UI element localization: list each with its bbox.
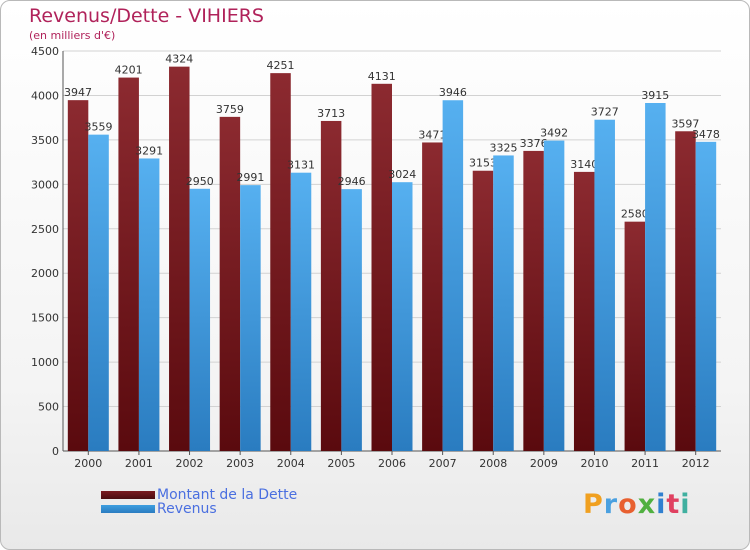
dette-bar	[573, 171, 595, 451]
revenus-bar	[543, 140, 565, 451]
dette-bar	[67, 100, 89, 452]
revenus-bar	[645, 103, 666, 451]
dette-bar	[371, 83, 392, 452]
dette-value-label: 3471	[418, 128, 446, 141]
legend-label-dette: Montant de la Dette	[157, 487, 298, 503]
dette-value-label: 3947	[64, 86, 92, 99]
revenus-value-label: 2991	[236, 171, 264, 184]
y-tick-label: 1000	[31, 356, 59, 369]
x-tick-label: 2001	[125, 457, 153, 470]
x-tick-label: 2011	[631, 457, 659, 470]
y-tick-label: 2000	[31, 267, 59, 280]
revenus-value-label: 2946	[338, 175, 366, 188]
chart-subtitle: (en milliers d'€)	[29, 29, 116, 42]
revenus-bar	[138, 158, 160, 451]
revenus-value-label: 3727	[591, 106, 619, 119]
revenus-value-label: 3946	[439, 86, 467, 99]
y-tick-label: 3500	[31, 134, 59, 147]
y-tick-label: 3000	[31, 178, 59, 191]
dette-value-label: 3140	[570, 158, 598, 171]
y-tick-label: 0	[52, 445, 59, 458]
dette-value-label: 4324	[165, 53, 193, 66]
revenus-value-label: 3024	[388, 168, 416, 181]
revenus-value-label: 3915	[641, 89, 669, 102]
y-tick-label: 4000	[31, 89, 59, 102]
revenus-bar	[594, 119, 615, 451]
y-tick-label: 2500	[31, 223, 59, 236]
revenus-value-label: 3478	[692, 128, 720, 141]
dette-value-label: 3759	[216, 103, 244, 116]
proxiti-logo: Proxiti	[583, 489, 691, 520]
dette-bar	[169, 66, 190, 452]
x-tick-label: 2003	[226, 457, 254, 470]
legend-label-revenus: Revenus	[157, 501, 217, 517]
dette-value-label: 4131	[368, 70, 396, 83]
revenus-bar	[493, 155, 514, 451]
x-tick-label: 2000	[74, 457, 102, 470]
revenus-value-label: 3492	[540, 127, 568, 140]
legend-swatch-revenus	[101, 505, 155, 513]
revenus-bar	[695, 141, 717, 451]
revenus-bar	[240, 185, 261, 451]
revenus-bar	[290, 172, 312, 451]
dette-value-label: 3597	[671, 117, 699, 130]
dette-value-label: 4251	[267, 59, 295, 72]
legend-swatch-dette	[101, 491, 155, 499]
dette-value-label: 3153	[469, 157, 497, 170]
x-tick-label: 2004	[277, 457, 305, 470]
x-tick-label: 2010	[580, 457, 608, 470]
chart-title: Revenus/Dette - VIHIERS	[29, 5, 264, 27]
y-tick-label: 1500	[31, 312, 59, 325]
dette-bar	[118, 77, 139, 452]
dette-value-label: 4201	[115, 64, 143, 77]
y-tick-label: 500	[38, 401, 59, 414]
revenus-bar	[392, 182, 413, 451]
revenus-value-label: 3131	[287, 159, 315, 172]
revenus-bar	[442, 100, 464, 451]
revenus-value-label: 3325	[489, 141, 517, 154]
revenus-bar	[88, 134, 109, 451]
revenus-value-label: 3559	[85, 121, 113, 134]
x-tick-label: 2002	[176, 457, 204, 470]
x-tick-label: 2009	[530, 457, 558, 470]
dette-bar	[320, 120, 342, 451]
x-tick-label: 2007	[429, 457, 457, 470]
revenus-value-label: 3291	[135, 144, 163, 157]
x-tick-label: 2008	[479, 457, 507, 470]
dette-value-label: 3713	[317, 107, 345, 120]
legend-item-revenus: Revenus	[101, 501, 217, 517]
dette-bar	[422, 142, 443, 451]
dette-bar	[270, 73, 291, 451]
dette-bar	[472, 170, 494, 451]
dette-bar	[675, 131, 696, 451]
revenus-bar	[189, 188, 211, 451]
x-tick-label: 2012	[682, 457, 710, 470]
dette-bar	[523, 150, 544, 451]
dette-bar	[624, 221, 646, 451]
x-tick-label: 2006	[378, 457, 406, 470]
revenus-bar	[341, 189, 362, 451]
dette-bar	[219, 116, 241, 451]
dette-value-label: 2580	[621, 208, 649, 221]
y-tick-label: 4500	[31, 45, 59, 58]
x-tick-label: 2005	[327, 457, 355, 470]
dette-value-label: 3376	[520, 137, 548, 150]
legend-item-dette: Montant de la Dette	[101, 487, 298, 503]
revenus-value-label: 2950	[186, 175, 214, 188]
